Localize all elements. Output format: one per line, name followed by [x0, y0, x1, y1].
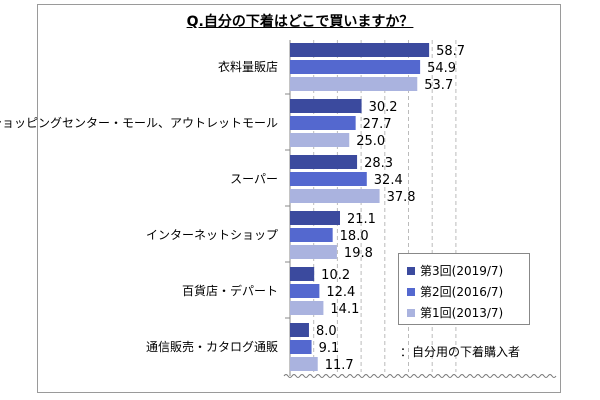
- legend-swatch-2019: [407, 266, 415, 275]
- bar-value-label: 14.1: [330, 302, 359, 317]
- bar-value-label: 32.4: [374, 173, 403, 188]
- bar-value-label: 18.0: [340, 229, 369, 244]
- legend-label-2016: 第2回(2016/7): [420, 285, 504, 299]
- bar: [290, 155, 358, 169]
- respondent-note: ：自分用の下着購入者: [400, 345, 521, 359]
- bar: [290, 189, 380, 203]
- bar-value-label: 25.0: [356, 134, 385, 149]
- legend-swatch-2016: [407, 287, 415, 296]
- axis-break-wave: [283, 374, 557, 378]
- category-label: インターネットショップ: [146, 228, 278, 242]
- bar: [290, 267, 315, 281]
- bar: [290, 228, 333, 242]
- bar-value-label: 58.7: [436, 44, 465, 59]
- legend-label-2013: 第1回(2013/7): [420, 306, 504, 320]
- bar: [290, 301, 324, 315]
- bar-value-label: 54.9: [427, 61, 456, 76]
- bar: [290, 60, 421, 74]
- bar-value-label: 10.2: [321, 268, 350, 283]
- bar-value-label: 11.7: [325, 358, 354, 373]
- category-label: 衣料量販店: [218, 59, 278, 74]
- bar-value-label: 37.8: [387, 190, 416, 205]
- bar: [290, 99, 362, 113]
- bar: [290, 43, 430, 57]
- bar-value-label: 53.7: [424, 78, 453, 93]
- bar-value-label: 8.0: [316, 324, 337, 339]
- bar: [290, 357, 318, 371]
- category-label: ショッピングセンター・モール、アウトレットモール: [0, 116, 278, 130]
- legend-item-2013: 第1回(2013/7): [407, 302, 529, 323]
- category-label: スーパー: [230, 172, 278, 186]
- bar: [290, 133, 350, 147]
- bar-value-label: 27.7: [363, 117, 392, 132]
- bar: [290, 211, 341, 225]
- category-label: 通信販売・カタログ通販: [146, 339, 278, 354]
- legend-label-2019: 第3回(2019/7): [420, 264, 504, 278]
- chart-title: Q.自分の下着はどこで買いますか？: [186, 14, 414, 30]
- legend: 第3回(2019/7) 第2回(2016/7) 第1回(2013/7): [398, 253, 530, 325]
- bar-value-label: 21.1: [347, 212, 376, 227]
- bar: [290, 284, 320, 298]
- category-label: 百貨店・デパート: [182, 283, 278, 298]
- bar: [290, 77, 418, 91]
- bar-value-label: 9.1: [319, 341, 340, 356]
- bar-value-label: 30.2: [369, 100, 398, 115]
- bar-value-label: 19.8: [344, 246, 373, 261]
- bar: [290, 116, 356, 130]
- legend-item-2019: 第3回(2019/7): [407, 260, 529, 281]
- legend-item-2016: 第2回(2016/7): [407, 281, 529, 302]
- bar-value-label: 12.4: [326, 285, 355, 300]
- bar: [290, 340, 312, 354]
- bar: [290, 172, 367, 186]
- bar: [290, 323, 309, 337]
- legend-swatch-2013: [407, 308, 415, 317]
- bar-value-label: 28.3: [364, 156, 393, 171]
- bar: [290, 245, 337, 259]
